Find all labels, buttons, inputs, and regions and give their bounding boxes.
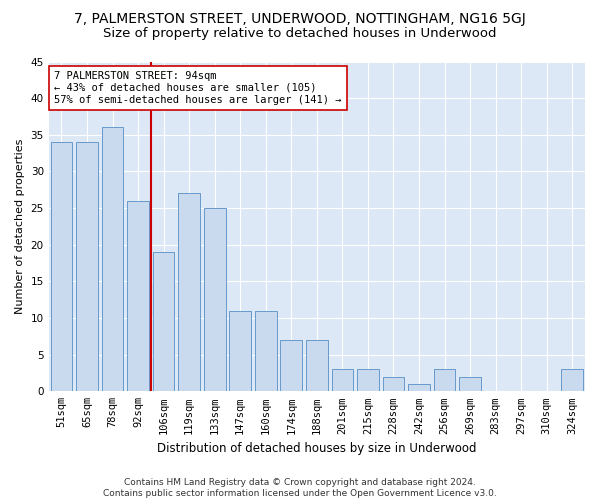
Bar [255,310,277,392]
Bar [306,340,328,392]
Bar [332,370,353,392]
Text: 7 PALMERSTON STREET: 94sqm
← 43% of detached houses are smaller (105)
57% of sem: 7 PALMERSTON STREET: 94sqm ← 43% of deta… [54,72,341,104]
Bar [178,194,200,392]
Bar [562,370,583,392]
Y-axis label: Number of detached properties: Number of detached properties [15,138,25,314]
Bar [408,384,430,392]
Text: Size of property relative to detached houses in Underwood: Size of property relative to detached ho… [103,28,497,40]
Bar [101,128,124,392]
Text: Contains HM Land Registry data © Crown copyright and database right 2024.
Contai: Contains HM Land Registry data © Crown c… [103,478,497,498]
Bar [153,252,175,392]
X-axis label: Distribution of detached houses by size in Underwood: Distribution of detached houses by size … [157,442,476,455]
Bar [383,376,404,392]
Bar [127,201,149,392]
Bar [229,310,251,392]
Bar [459,376,481,392]
Bar [434,370,455,392]
Bar [357,370,379,392]
Bar [50,142,72,392]
Bar [76,142,98,392]
Bar [280,340,302,392]
Text: 7, PALMERSTON STREET, UNDERWOOD, NOTTINGHAM, NG16 5GJ: 7, PALMERSTON STREET, UNDERWOOD, NOTTING… [74,12,526,26]
Bar [204,208,226,392]
